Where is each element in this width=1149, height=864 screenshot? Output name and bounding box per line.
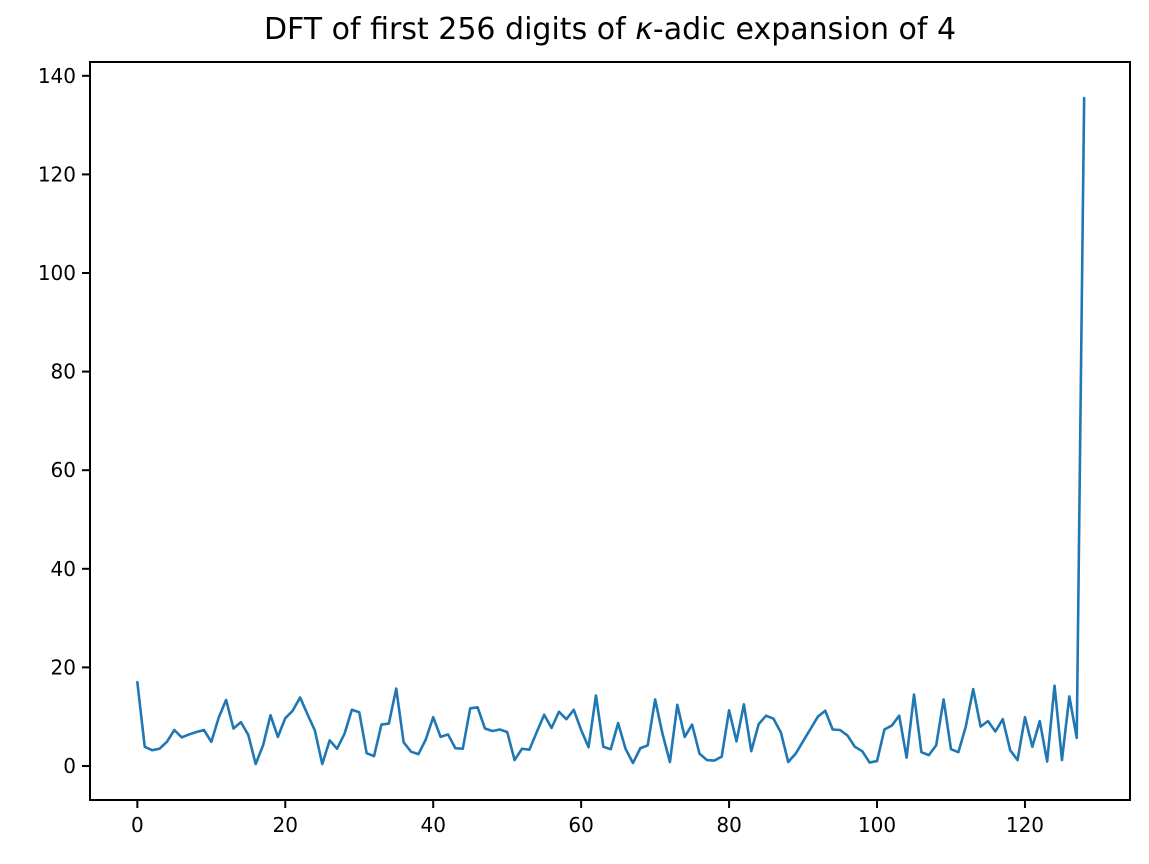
y-tick-label: 40	[51, 557, 76, 581]
y-tick-label: 120	[38, 162, 76, 186]
y-tick-label: 140	[38, 64, 76, 88]
chart-title: DFT of first 256 digits of κ-adic expans…	[90, 12, 1130, 47]
x-tick-label: 0	[131, 813, 144, 837]
y-tick-label: 0	[63, 754, 76, 778]
x-tick-label: 80	[716, 813, 741, 837]
y-tick-label: 100	[38, 261, 76, 285]
x-tick-label: 40	[420, 813, 445, 837]
y-tick-label: 60	[51, 458, 76, 482]
chart-title-kappa: κ	[635, 12, 653, 47]
x-tick-label: 20	[273, 813, 298, 837]
y-tick-label: 80	[51, 360, 76, 384]
x-tick-label: 60	[568, 813, 593, 837]
chart-title-suffix: -adic expansion of 4	[652, 12, 957, 47]
axes-frame	[89, 61, 1131, 801]
x-tick-label: 100	[858, 813, 896, 837]
data-line-series	[136, 96, 1086, 766]
y-tick-label: 20	[51, 655, 76, 679]
x-tick-label: 120	[1006, 813, 1044, 837]
chart-title-prefix: DFT of first 256 digits of	[263, 12, 636, 47]
